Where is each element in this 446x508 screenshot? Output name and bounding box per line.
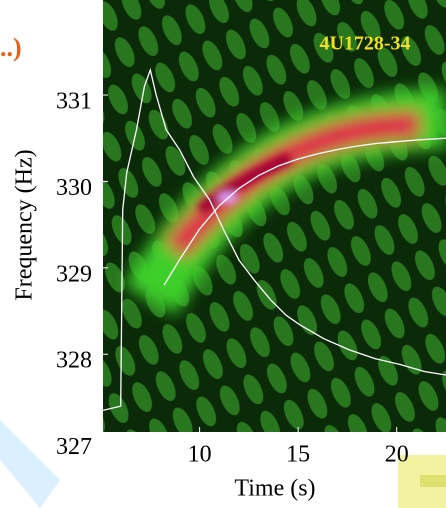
x-tick-label: 10 <box>188 442 212 468</box>
y-tick-label: 328 <box>56 348 92 374</box>
series-line <box>163 137 446 286</box>
y-tick-label: 327 <box>56 434 92 460</box>
y-tick-label: 330 <box>56 175 92 201</box>
x-tick-label: 15 <box>286 442 310 468</box>
decoration <box>420 475 446 487</box>
annotation: 4U1728-34 <box>319 33 410 55</box>
x-axis-label: Time (s) <box>234 476 315 502</box>
corner-text: ..) <box>0 33 22 62</box>
spectrogram <box>103 0 446 432</box>
y-axis-label: Frequency (Hz) <box>12 149 38 300</box>
series-line <box>103 67 446 412</box>
y-tick-label: 329 <box>56 261 92 287</box>
decoration <box>0 420 60 508</box>
x-tick-label: 20 <box>385 442 409 468</box>
y-tick-label: 331 <box>56 89 92 115</box>
